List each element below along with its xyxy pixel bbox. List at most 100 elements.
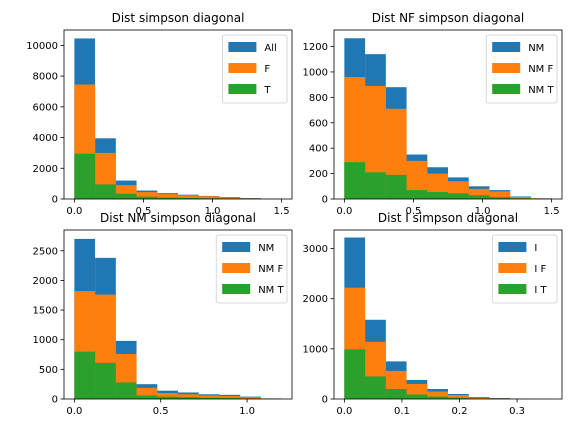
legend: NM NM F NM T [485, 34, 558, 104]
x-tick-label: 1.5 [544, 206, 560, 217]
legend-swatch [498, 284, 527, 294]
y-tick-label: 2000 [33, 164, 58, 175]
bar-2-7 [198, 395, 220, 399]
legend-swatch [228, 63, 257, 73]
x-tick-label: 1.0 [239, 406, 255, 417]
y-tick-label: 500 [39, 365, 58, 376]
y-tick-label: 3000 [303, 244, 328, 255]
legend: All FT [221, 34, 288, 104]
bar-3-6 [178, 197, 199, 199]
bar-3-6 [448, 193, 469, 199]
legend-label: NM T [258, 285, 284, 296]
bar-2-4 [136, 387, 158, 399]
y-tick-label: 10000 [26, 41, 58, 52]
y-tick-label: 4000 [33, 133, 58, 144]
bar-2-4 [136, 192, 158, 199]
y-tick-label: 8000 [33, 72, 58, 83]
y-tick-label: 1000 [303, 67, 328, 78]
bar-3-2 [365, 376, 386, 399]
y-tick-label: 6000 [33, 102, 58, 113]
bar-2-5 [427, 391, 448, 399]
legend-label: NM [258, 243, 274, 254]
y-tick-label: 2500 [33, 246, 58, 257]
bar-3-4 [406, 394, 428, 399]
legend-label: NM T [528, 85, 554, 96]
bar-3-2 [95, 362, 116, 399]
x-tick-label: 0.0 [336, 206, 352, 217]
legend-swatch [498, 263, 527, 273]
x-tick-label: 0.0 [336, 406, 352, 417]
legend-swatch [222, 242, 251, 252]
subplot-3: 0.0 0.5 1.0 0 500 1000 1500 2000 2500 Dist NM sim… [33, 211, 293, 417]
legend-swatch [222, 263, 251, 273]
bar-3-1 [74, 351, 96, 399]
x-tick-label: 1.0 [205, 206, 221, 217]
legend-label: NM F [258, 264, 283, 275]
bar-2-8 [489, 191, 511, 199]
y-tick-label: 1000 [33, 335, 58, 346]
bar-3-6 [178, 397, 199, 399]
bar-2-7 [468, 188, 490, 199]
legend: NM NM F NM T [215, 234, 288, 304]
y-tick-label: 200 [309, 169, 328, 180]
bar-3-3 [385, 388, 407, 399]
bar-3-4 [136, 196, 158, 199]
bar-2-7 [198, 196, 220, 199]
y-tick-label: 400 [309, 144, 328, 155]
chart-title: Dist NF simpson diagonal [372, 11, 525, 25]
y-tick-label: 1500 [33, 306, 58, 317]
bar-3-7 [198, 397, 220, 399]
bar-3-3 [115, 193, 137, 199]
axes-frame [333, 29, 563, 200]
legend-label: F [264, 64, 270, 75]
bar-2-9 [240, 397, 261, 399]
bar-3-3 [385, 174, 407, 199]
legend-swatch [222, 284, 251, 294]
bar-3-4 [406, 190, 428, 199]
bar-3-5 [157, 197, 178, 199]
subplot-4: 0.0 0.1 0.2 0.3 0 1000 2000 3000 Dist I simpson … [303, 211, 563, 417]
legend-swatch [492, 84, 521, 94]
bar-2-5 [157, 393, 178, 399]
y-tick-label: 1200 [303, 42, 328, 53]
bar-3-5 [157, 396, 178, 399]
legend-label: I F [534, 264, 546, 275]
bar-2-8 [219, 396, 241, 399]
legend-label: I [534, 243, 537, 254]
y-tick-label: 2000 [303, 294, 328, 305]
axes-frame [63, 29, 293, 200]
bar-3-3 [115, 382, 137, 399]
bar-2-6 [178, 195, 199, 199]
chart-title: Dist NM simpson diagonal [100, 211, 256, 225]
legend-swatch [492, 42, 521, 52]
y-tick-label: 0 [322, 395, 328, 406]
bar-2-2 [365, 85, 386, 199]
bar-3-1 [74, 153, 96, 199]
legend-swatch [492, 63, 521, 73]
axes-frame [333, 229, 563, 400]
axes-frame [63, 229, 293, 400]
x-tick-label: 0.5 [153, 406, 169, 417]
legend-label: All [264, 43, 276, 54]
legend-swatch [228, 42, 257, 52]
legend: I I F I T [491, 234, 558, 304]
x-tick-label: 0.1 [394, 406, 410, 417]
bar-3-2 [95, 184, 116, 199]
subplot-2: 0.0 0.5 1.0 1.5 0 200 400 600 800 1000 1200 Dist NF… [303, 11, 563, 217]
x-tick-label: 0.0 [66, 206, 82, 217]
x-tick-label: 0.0 [66, 406, 82, 417]
bar-3-6 [448, 397, 469, 399]
legend-label: NM F [528, 64, 553, 75]
bar-3-8 [219, 398, 241, 399]
chart-title: Dist simpson diagonal [112, 11, 245, 25]
bar-3-5 [427, 192, 448, 199]
bar-3-1 [344, 162, 366, 199]
legend-label: NM [528, 43, 544, 54]
y-tick-label: 0 [322, 195, 328, 206]
x-tick-label: 0.5 [406, 206, 422, 217]
x-tick-label: 0.5 [136, 206, 152, 217]
y-tick-label: 1000 [303, 344, 328, 355]
legend-label: I T [534, 285, 547, 296]
bar-2-8 [219, 197, 241, 199]
